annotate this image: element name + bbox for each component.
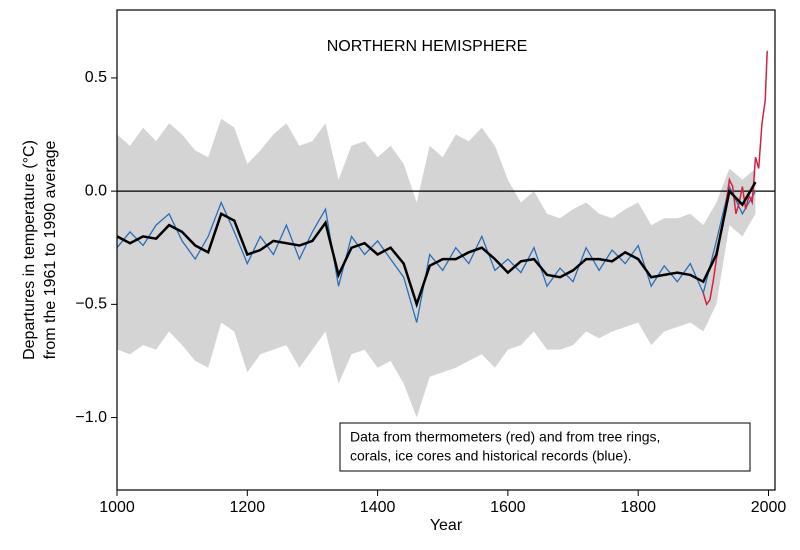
uncertainty-band	[117, 118, 756, 418]
y-tick-label: 0.0	[85, 182, 107, 199]
y-axis-label: Departures in temperature (°C)	[21, 140, 38, 360]
x-tick-label: 1600	[490, 499, 526, 516]
x-axis-label: Year	[430, 517, 463, 534]
y-axis-label: from the 1961 to 1990 average	[42, 140, 59, 359]
annotation: Data from thermometers (red) and from tr…	[350, 429, 660, 445]
instrumental-line	[702, 50, 768, 306]
chart-title: NORTHERN HEMISPHERE	[327, 38, 528, 55]
plot-area	[111, 9, 776, 496]
y-tick-label: −1.0	[75, 409, 107, 426]
plot-frame	[116, 9, 776, 491]
y-tick-label: −0.5	[75, 296, 107, 313]
x-tick-label: 1200	[230, 499, 266, 516]
x-tick-label: 1400	[360, 499, 396, 516]
smoothed-line	[116, 181, 757, 309]
y-tick-label: 0.5	[85, 69, 107, 86]
annotation: corals, ice cores and historical records…	[350, 448, 632, 464]
x-tick-label: 1800	[620, 499, 656, 516]
annotation-box	[339, 422, 751, 472]
x-tick-label: 1000	[99, 499, 135, 516]
x-tick-label: 2000	[751, 499, 787, 516]
